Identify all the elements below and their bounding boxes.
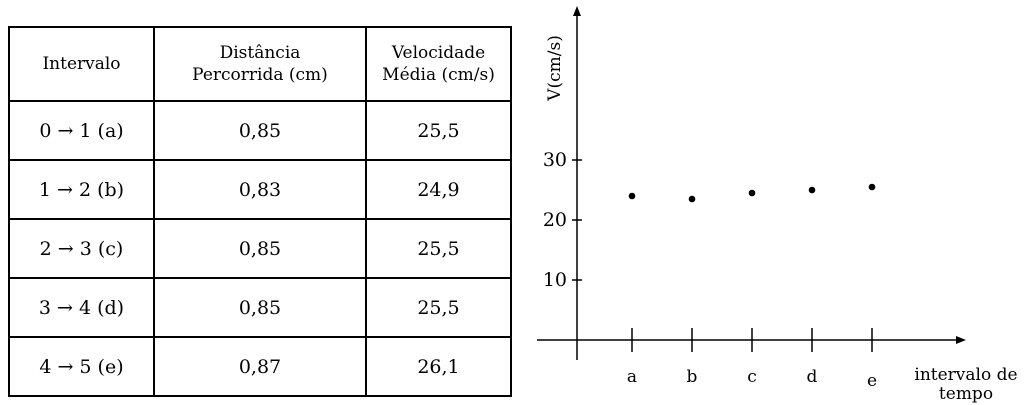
cell-distancia: 0,85 xyxy=(153,218,367,279)
cell-intervalo: 1 → 2 (b) xyxy=(8,159,155,220)
table-row: 2 → 3 (c) 0,85 25,5 xyxy=(8,218,512,279)
y-tick-label: 20 xyxy=(543,209,567,231)
cell-distancia: 0,85 xyxy=(153,100,367,161)
cell-intervalo: 2 → 3 (c) xyxy=(8,218,155,279)
x-tick-label: e xyxy=(867,371,877,391)
data-point xyxy=(748,189,756,197)
x-axis-label-line-1: intervalo de xyxy=(914,365,1017,385)
cell-velocidade: 25,5 xyxy=(365,218,512,279)
x-axis-label-line-2: tempo xyxy=(939,384,993,404)
chart-marks: 10 20 30 a b c d e xyxy=(543,149,877,391)
table-row: 1 → 2 (b) 0,83 24,9 xyxy=(8,159,512,220)
x-tick-label: c xyxy=(747,367,757,387)
x-tick-label: d xyxy=(807,367,818,387)
cell-intervalo: 4 → 5 (e) xyxy=(8,336,155,397)
y-axis-label: V(cm/s) xyxy=(545,35,565,102)
header-intervalo: Intervalo xyxy=(8,26,155,102)
cell-velocidade: 25,5 xyxy=(365,100,512,161)
cell-intervalo: 0 → 1 (a) xyxy=(8,100,155,161)
x-axis-arrowhead xyxy=(956,336,966,344)
header-distancia: Distância Percorrida (cm) xyxy=(153,26,367,102)
cell-distancia: 0,83 xyxy=(153,159,367,220)
header-velocidade-text: Velocidade Média (cm/s) xyxy=(382,43,495,85)
data-table: Intervalo Distância Percorrida (cm) Veloc… xyxy=(8,26,512,397)
cell-velocidade: 26,1 xyxy=(365,336,512,397)
header-distancia-text: Distância Percorrida (cm) xyxy=(192,43,328,85)
cell-distancia: 0,87 xyxy=(153,336,367,397)
x-tick-label: a xyxy=(627,367,637,387)
data-point xyxy=(628,192,636,200)
cell-velocidade: 24,9 xyxy=(365,159,512,220)
table-row: 4 → 5 (e) 0,87 26,1 xyxy=(8,336,512,397)
data-point xyxy=(868,183,876,191)
table-row: 3 → 4 (d) 0,85 25,5 xyxy=(8,277,512,338)
y-tick-label: 30 xyxy=(543,149,567,171)
table-row: 0 → 1 (a) 0,85 25,5 xyxy=(8,100,512,161)
cell-intervalo: 3 → 4 (d) xyxy=(8,277,155,338)
cell-distancia: 0,85 xyxy=(153,277,367,338)
x-tick-label: b xyxy=(687,367,698,387)
data-point xyxy=(808,186,816,194)
y-axis-arrowhead xyxy=(573,6,581,16)
y-tick-label: 10 xyxy=(543,269,567,291)
header-velocidade: Velocidade Média (cm/s) xyxy=(365,26,512,102)
cell-velocidade: 25,5 xyxy=(365,277,512,338)
table-header-row: Intervalo Distância Percorrida (cm) Veloc… xyxy=(8,26,512,102)
table-body: 0 → 1 (a) 0,85 25,5 1 → 2 (b) 0,83 24,9 2 → 3 … xyxy=(8,100,512,397)
data-point xyxy=(688,195,696,203)
chart-axes xyxy=(537,6,966,360)
